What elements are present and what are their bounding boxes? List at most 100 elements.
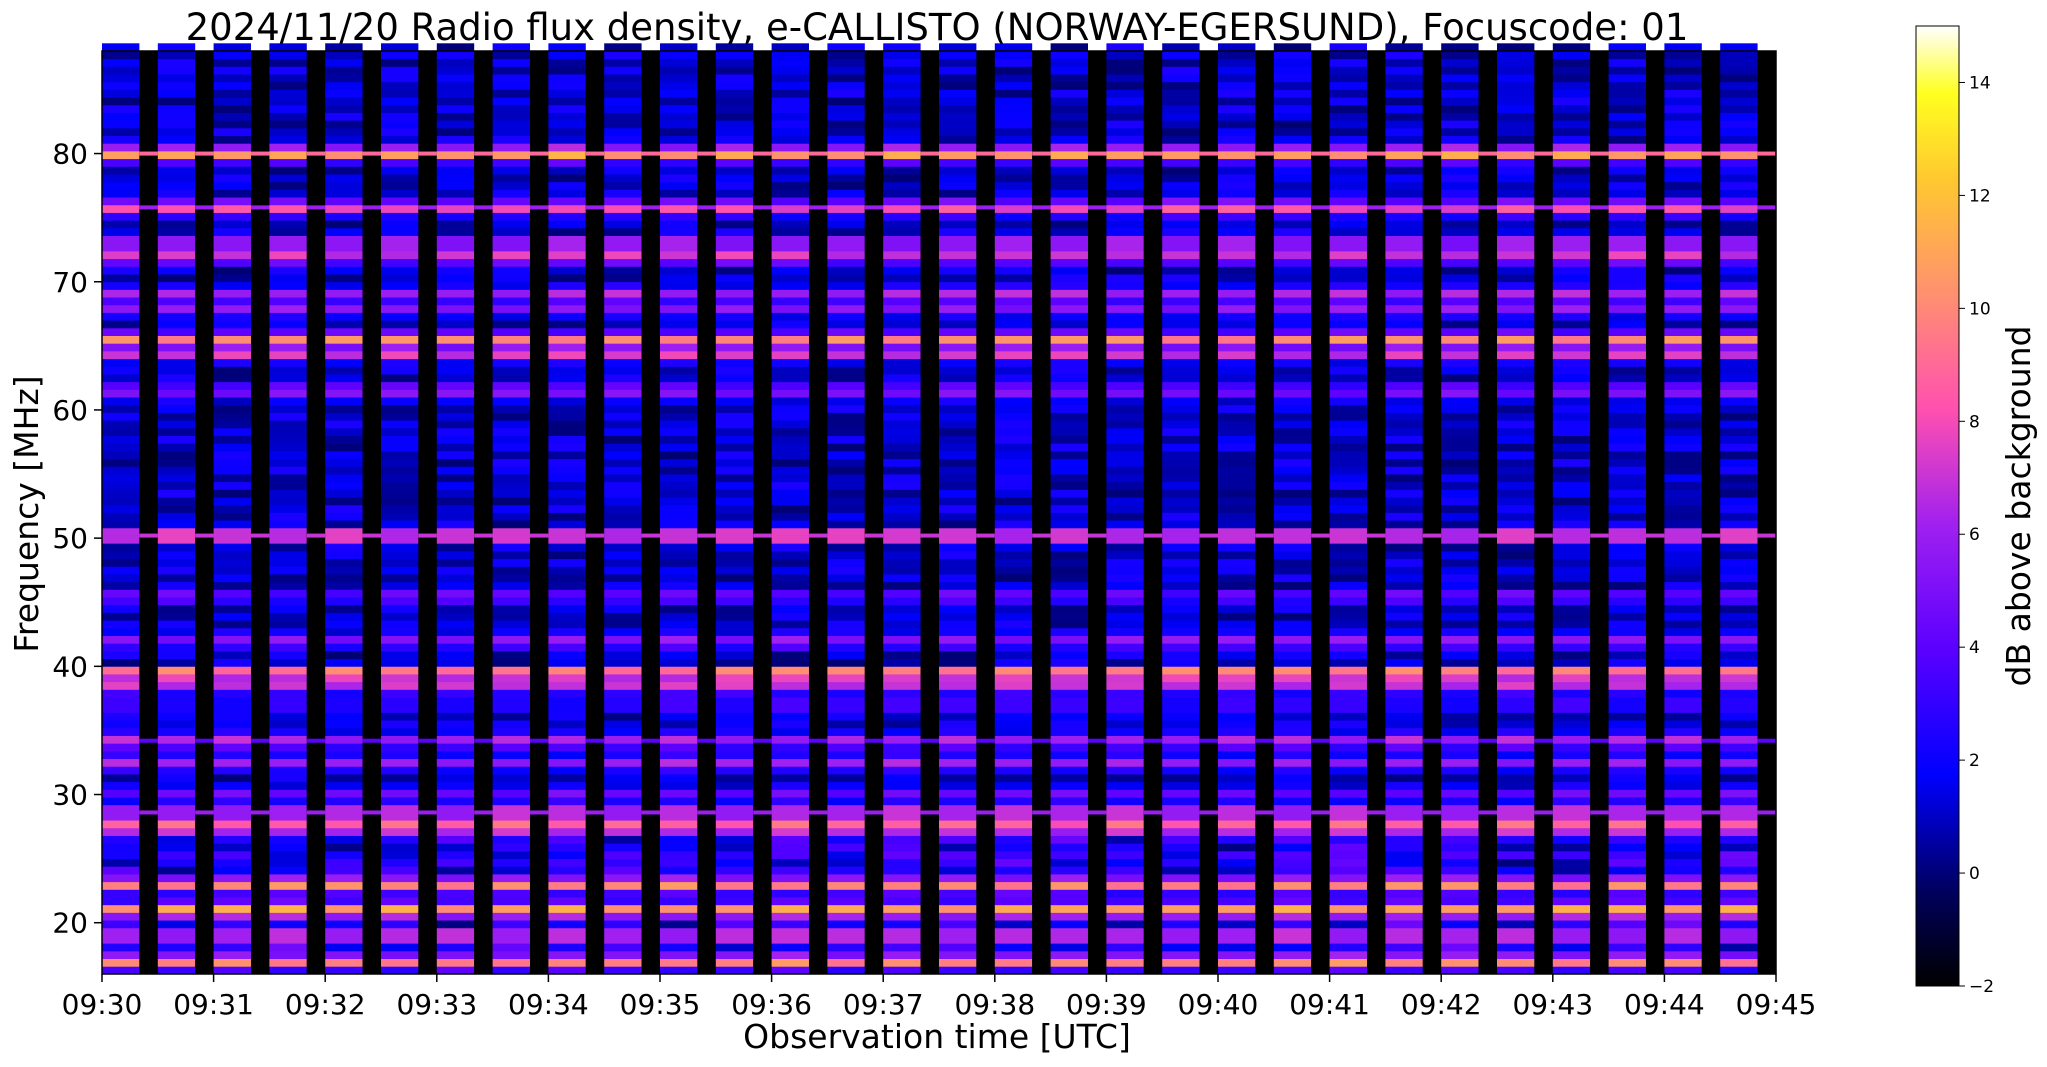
heatmap-cell <box>715 958 754 967</box>
heatmap-cell <box>827 481 865 490</box>
heatmap-cell <box>604 535 642 544</box>
heatmap-cell <box>883 674 921 683</box>
heatmap-cell <box>102 697 140 706</box>
heatmap-cell <box>1329 274 1367 283</box>
heatmap-cell <box>771 274 809 283</box>
heatmap-cell <box>994 797 1033 806</box>
heatmap-cell <box>1162 227 1200 236</box>
heatmap-cell <box>1162 474 1200 483</box>
heatmap-cell <box>381 597 419 606</box>
heatmap-cell <box>157 458 196 467</box>
heatmap-cell <box>660 681 698 690</box>
heatmap-cell <box>604 889 642 898</box>
sweep-gap <box>1757 51 1776 974</box>
heatmap-cell <box>939 304 977 313</box>
heatmap-cell <box>381 204 419 213</box>
heatmap-cell <box>1385 912 1423 921</box>
heatmap-cell <box>1385 620 1423 629</box>
heatmap-cell <box>102 597 140 606</box>
heatmap-cell <box>827 212 865 221</box>
heatmap-cell <box>1441 550 1479 560</box>
persistent-line <box>1422 151 1442 156</box>
heatmap-cell <box>939 443 977 452</box>
heatmap-cell <box>1497 927 1535 936</box>
heatmap-cell <box>436 804 475 813</box>
heatmap-cell <box>1441 481 1479 490</box>
heatmap-cell <box>492 804 530 813</box>
sweep-gap <box>1199 51 1218 974</box>
heatmap-cell <box>492 74 530 83</box>
heatmap-cell <box>939 450 977 460</box>
heatmap-cell <box>1385 512 1423 521</box>
heatmap-cell <box>660 66 698 75</box>
heatmap-cell <box>604 658 642 667</box>
heatmap-cell <box>157 758 196 767</box>
heatmap-cell <box>1664 697 1702 706</box>
heatmap-cell <box>1273 550 1312 560</box>
heatmap-cell <box>548 435 586 444</box>
heatmap-cell <box>1608 204 1646 213</box>
heatmap-cell <box>1106 589 1144 598</box>
heatmap-cell <box>102 489 140 498</box>
heatmap-cell <box>381 320 419 329</box>
heatmap-cell <box>157 212 196 221</box>
sweep-gap <box>1366 51 1386 974</box>
heatmap-cell <box>1218 304 1256 313</box>
heatmap-cell <box>771 104 809 113</box>
heatmap-cell <box>994 820 1033 829</box>
heatmap-cell <box>1162 843 1200 852</box>
heatmap-cell <box>1050 927 1088 936</box>
heatmap-cell <box>883 904 921 913</box>
heatmap-cell <box>1664 735 1702 744</box>
heatmap-cell <box>1162 112 1200 121</box>
heatmap-cell <box>492 174 530 183</box>
persistent-line <box>1534 738 1553 743</box>
heatmap-cell <box>436 227 475 236</box>
heatmap-cell <box>1385 412 1423 421</box>
heatmap-cell <box>1552 220 1591 229</box>
heatmap-cell <box>269 712 307 721</box>
heatmap-cell <box>1273 850 1312 860</box>
heatmap-cell <box>1162 335 1200 344</box>
heatmap-cell <box>269 897 307 906</box>
heatmap-cell <box>436 612 475 621</box>
heatmap-cell <box>1664 366 1702 375</box>
heatmap-cell <box>1441 112 1479 121</box>
heatmap-cell <box>1664 443 1702 452</box>
heatmap-cell <box>1497 797 1535 806</box>
heatmap-cell <box>827 581 865 590</box>
heatmap-cell <box>994 958 1033 967</box>
heatmap-cell <box>269 235 307 244</box>
heatmap-cell <box>939 735 977 744</box>
heatmap-cell <box>1552 97 1591 106</box>
heatmap-cell <box>1720 674 1758 683</box>
heatmap-cell <box>436 489 475 498</box>
heatmap-cell <box>1106 766 1144 775</box>
heatmap-cell <box>325 920 363 929</box>
heatmap-cell <box>1273 381 1312 390</box>
heatmap-cell <box>1385 558 1423 567</box>
heatmap-cell <box>1552 535 1591 544</box>
heatmap-cell <box>939 720 977 729</box>
persistent-line <box>529 738 549 743</box>
heatmap-cell <box>660 889 698 898</box>
heatmap-cell <box>548 204 586 213</box>
heatmap-cell <box>1664 135 1702 144</box>
heatmap-cell <box>827 204 865 213</box>
heatmap-cell <box>1050 281 1088 290</box>
heatmap-cell <box>1552 820 1591 829</box>
heatmap-cell <box>1664 743 1702 752</box>
heatmap-cell <box>492 789 530 798</box>
heatmap-cell <box>1162 697 1200 706</box>
heatmap-cell <box>939 966 977 975</box>
heatmap-cell <box>1664 643 1702 652</box>
heatmap-cell <box>604 666 642 675</box>
heatmap-cell <box>883 950 921 960</box>
heatmap-cell <box>1329 304 1367 313</box>
heatmap-cell <box>492 266 530 275</box>
heatmap-cell <box>715 366 754 375</box>
heatmap-cell <box>771 558 809 567</box>
heatmap-cell <box>715 535 754 544</box>
heatmap-cell <box>1552 566 1591 575</box>
